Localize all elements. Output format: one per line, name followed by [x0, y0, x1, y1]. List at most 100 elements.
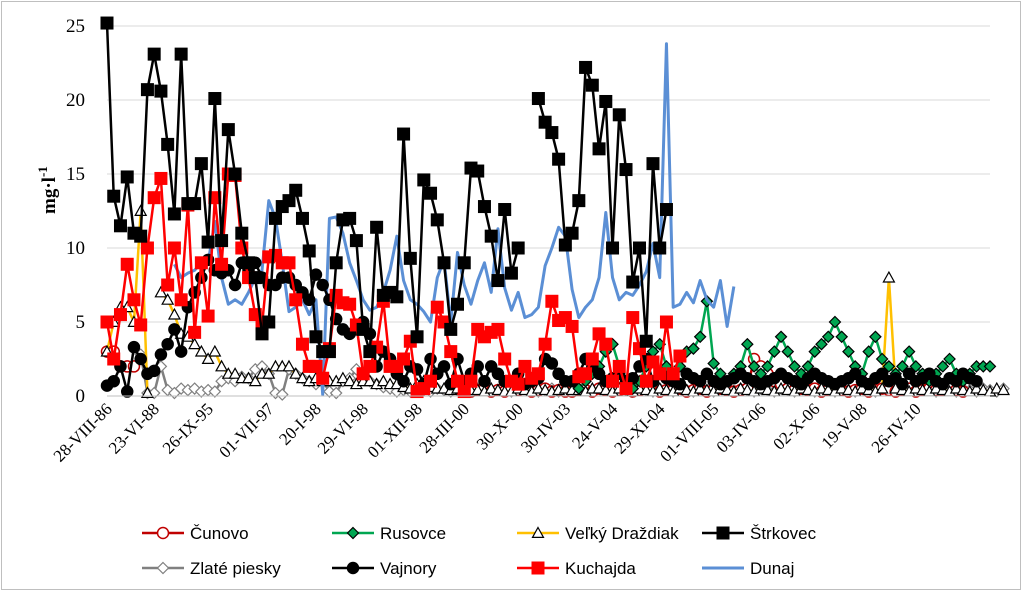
data-point: [619, 163, 633, 177]
data-point: [120, 257, 134, 271]
data-point: [565, 319, 579, 333]
data-point: [134, 352, 147, 366]
legend-item: Vajnory: [332, 559, 437, 578]
data-point: [606, 241, 620, 255]
data-point: [424, 352, 437, 366]
legend-label: Zlaté piesky: [190, 559, 281, 578]
series-line: [105, 22, 520, 353]
data-point: [289, 183, 303, 197]
data-point: [228, 367, 242, 379]
data-point: [322, 345, 336, 359]
data-point: [397, 127, 411, 141]
data-point: [168, 323, 181, 336]
data-point: [363, 345, 377, 359]
data-point: [363, 359, 377, 373]
legend-label: Dunaj: [750, 559, 794, 578]
data-point: [154, 348, 168, 361]
data-point: [154, 171, 168, 185]
data-point: [343, 374, 357, 387]
data-point: [875, 352, 889, 366]
data-point: [309, 330, 323, 344]
data-point: [821, 383, 835, 396]
data-point: [255, 327, 269, 341]
data-point: [828, 315, 842, 329]
data-point: [289, 293, 303, 307]
data-point: [113, 308, 127, 322]
data-point: [498, 203, 512, 217]
data-point: [680, 383, 694, 396]
data-point: [558, 238, 572, 252]
data-point: [862, 345, 876, 358]
data-point: [282, 194, 296, 208]
grid-lines: [107, 25, 990, 323]
data-point: [161, 278, 175, 292]
data-point: [424, 374, 438, 388]
data-point: [289, 367, 303, 379]
data-point: [194, 344, 208, 357]
legend-item: Kuchajda: [517, 559, 636, 578]
x-tick-label: 19-V-08: [818, 399, 871, 452]
data-point: [248, 374, 262, 387]
data-point: [707, 357, 720, 370]
y-axis-label-text: mg·l: [39, 177, 60, 214]
data-point: [592, 142, 606, 156]
data-point: [484, 381, 498, 394]
data-point: [599, 94, 613, 108]
data-point: [269, 211, 283, 225]
x-tick-label: 26-IV-10: [868, 399, 925, 456]
data-point: [295, 211, 309, 225]
x-tick-label: 26-IX-95: [159, 399, 217, 457]
series-layer: [100, 16, 1011, 401]
data-point: [242, 371, 256, 384]
data-point: [107, 374, 120, 388]
data-point: [518, 359, 532, 373]
data-point: [208, 344, 222, 357]
data-point: [747, 360, 761, 373]
data-point: [471, 383, 485, 396]
legend-item: Rusovce: [332, 524, 446, 543]
data-point: [100, 315, 114, 329]
y-axis-label-sup: -1: [35, 166, 50, 177]
data-point: [558, 381, 572, 394]
data-point: [228, 167, 242, 181]
data-point: [511, 377, 525, 391]
data-point: [491, 383, 505, 396]
data-point: [113, 219, 127, 233]
data-point: [343, 297, 357, 311]
series-line: [537, 66, 668, 343]
data-point: [167, 207, 181, 221]
data-point: [767, 345, 781, 358]
data-point: [814, 381, 829, 394]
data-point: [444, 345, 458, 359]
data-point: [761, 360, 774, 373]
x-tick-label: 01-VIII-05: [656, 399, 722, 465]
data-point: [909, 381, 923, 394]
data-point: [451, 297, 465, 311]
data-point: [990, 381, 1004, 394]
legend-swatch-marker: [156, 561, 170, 575]
data-point: [242, 256, 256, 270]
data-point: [403, 251, 417, 265]
x-tick-label: 03-IV-06: [713, 399, 770, 456]
data-point: [639, 374, 653, 388]
data-point: [653, 381, 667, 394]
data-point: [693, 381, 707, 394]
data-point: [579, 367, 593, 381]
legend-label: Štrkovec: [750, 524, 817, 543]
data-point: [815, 337, 828, 351]
data-point: [956, 383, 970, 396]
data-point: [896, 377, 909, 391]
data-point: [943, 352, 956, 366]
data-point: [484, 229, 498, 243]
data-point: [626, 311, 640, 325]
data-point: [491, 274, 505, 288]
data-point: [282, 256, 296, 270]
data-point: [390, 290, 404, 304]
data-point: [774, 330, 788, 344]
data-point: [471, 164, 485, 178]
legend-swatch-marker: [531, 526, 545, 539]
data-point: [585, 78, 599, 92]
data-point: [612, 359, 626, 373]
data-point: [936, 360, 950, 373]
